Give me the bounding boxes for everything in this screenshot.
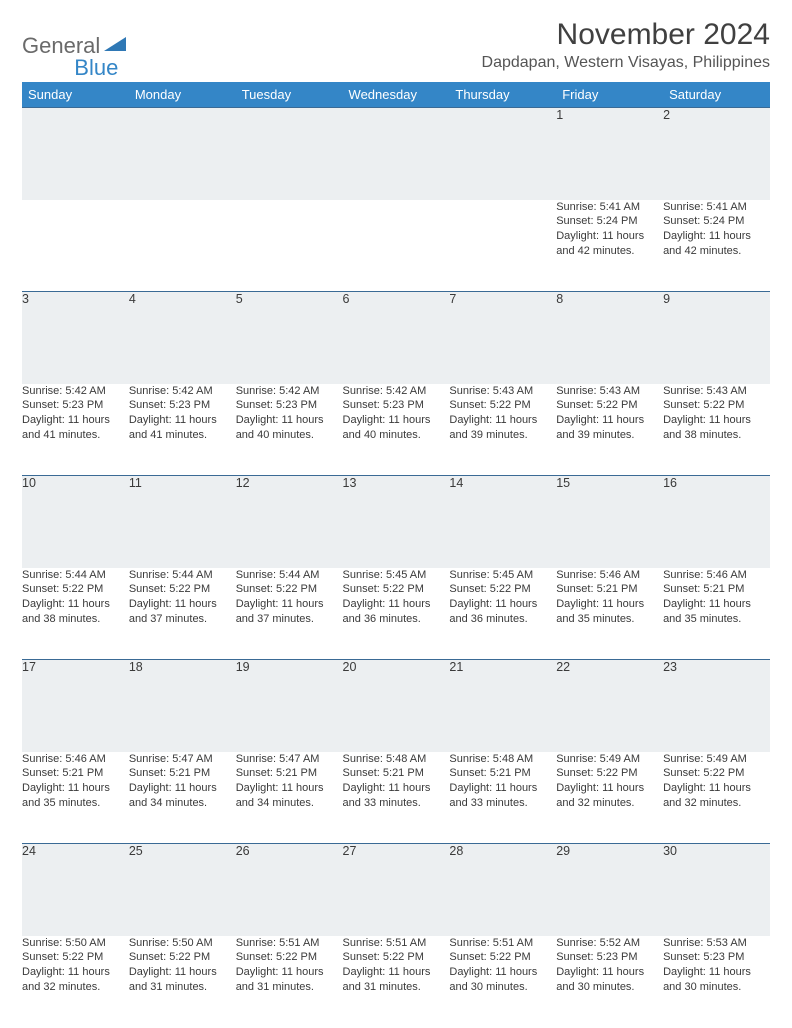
day-detail: Sunrise: 5:51 AMSunset: 5:22 PMDaylight:… — [236, 936, 343, 1028]
day-number — [129, 108, 236, 200]
day-detail: Sunrise: 5:53 AMSunset: 5:23 PMDaylight:… — [663, 936, 770, 1028]
header: General Blue November 2024 Dapdapan, Wes… — [22, 18, 770, 72]
day-number: 17 — [22, 660, 129, 752]
day-number: 16 — [663, 476, 770, 568]
day-detail: Sunrise: 5:43 AMSunset: 5:22 PMDaylight:… — [663, 384, 770, 476]
day-detail: Sunrise: 5:46 AMSunset: 5:21 PMDaylight:… — [22, 752, 129, 844]
day-detail: Sunrise: 5:50 AMSunset: 5:22 PMDaylight:… — [129, 936, 236, 1028]
day-number: 29 — [556, 844, 663, 936]
day-detail: Sunrise: 5:51 AMSunset: 5:22 PMDaylight:… — [449, 936, 556, 1028]
day-number: 24 — [22, 844, 129, 936]
day-detail: Sunrise: 5:42 AMSunset: 5:23 PMDaylight:… — [343, 384, 450, 476]
day-detail: Sunrise: 5:42 AMSunset: 5:23 PMDaylight:… — [22, 384, 129, 476]
day-number: 23 — [663, 660, 770, 752]
day-number: 28 — [449, 844, 556, 936]
day-detail: Sunrise: 5:41 AMSunset: 5:24 PMDaylight:… — [556, 200, 663, 292]
title-block: November 2024 Dapdapan, Western Visayas,… — [482, 18, 770, 72]
day-number: 12 — [236, 476, 343, 568]
location: Dapdapan, Western Visayas, Philippines — [482, 54, 770, 72]
day-detail: Sunrise: 5:45 AMSunset: 5:22 PMDaylight:… — [343, 568, 450, 660]
day-detail: Sunrise: 5:42 AMSunset: 5:23 PMDaylight:… — [236, 384, 343, 476]
day-number: 22 — [556, 660, 663, 752]
day-number: 14 — [449, 476, 556, 568]
day-number: 13 — [343, 476, 450, 568]
calendar-table: SundayMondayTuesdayWednesdayThursdayFrid… — [22, 82, 770, 1028]
day-detail: Sunrise: 5:43 AMSunset: 5:22 PMDaylight:… — [449, 384, 556, 476]
day-number: 8 — [556, 292, 663, 384]
day-number: 25 — [129, 844, 236, 936]
day-detail — [129, 200, 236, 292]
day-detail: Sunrise: 5:49 AMSunset: 5:22 PMDaylight:… — [663, 752, 770, 844]
day-number: 2 — [663, 108, 770, 200]
day-number: 15 — [556, 476, 663, 568]
day-header: Friday — [556, 82, 663, 108]
day-detail: Sunrise: 5:48 AMSunset: 5:21 PMDaylight:… — [343, 752, 450, 844]
day-number: 7 — [449, 292, 556, 384]
day-detail-row: Sunrise: 5:46 AMSunset: 5:21 PMDaylight:… — [22, 752, 770, 844]
day-detail: Sunrise: 5:51 AMSunset: 5:22 PMDaylight:… — [343, 936, 450, 1028]
day-header: Saturday — [663, 82, 770, 108]
day-detail: Sunrise: 5:44 AMSunset: 5:22 PMDaylight:… — [22, 568, 129, 660]
day-detail: Sunrise: 5:49 AMSunset: 5:22 PMDaylight:… — [556, 752, 663, 844]
day-detail-row: Sunrise: 5:41 AMSunset: 5:24 PMDaylight:… — [22, 200, 770, 292]
day-number: 3 — [22, 292, 129, 384]
brand-part2: Blue — [74, 55, 118, 81]
day-number: 27 — [343, 844, 450, 936]
day-detail — [236, 200, 343, 292]
day-number — [236, 108, 343, 200]
day-detail: Sunrise: 5:44 AMSunset: 5:22 PMDaylight:… — [236, 568, 343, 660]
day-number-row: 17181920212223 — [22, 660, 770, 752]
day-number: 6 — [343, 292, 450, 384]
day-detail: Sunrise: 5:48 AMSunset: 5:21 PMDaylight:… — [449, 752, 556, 844]
day-number: 11 — [129, 476, 236, 568]
day-header: Wednesday — [343, 82, 450, 108]
day-detail: Sunrise: 5:42 AMSunset: 5:23 PMDaylight:… — [129, 384, 236, 476]
day-detail: Sunrise: 5:50 AMSunset: 5:22 PMDaylight:… — [22, 936, 129, 1028]
day-number: 18 — [129, 660, 236, 752]
day-number: 5 — [236, 292, 343, 384]
day-number: 10 — [22, 476, 129, 568]
day-number-row: 12 — [22, 108, 770, 200]
day-detail: Sunrise: 5:46 AMSunset: 5:21 PMDaylight:… — [556, 568, 663, 660]
day-number — [22, 108, 129, 200]
day-number: 19 — [236, 660, 343, 752]
day-number: 9 — [663, 292, 770, 384]
day-detail: Sunrise: 5:45 AMSunset: 5:22 PMDaylight:… — [449, 568, 556, 660]
day-detail-row: Sunrise: 5:50 AMSunset: 5:22 PMDaylight:… — [22, 936, 770, 1028]
day-number-row: 24252627282930 — [22, 844, 770, 936]
day-number — [449, 108, 556, 200]
day-detail-row: Sunrise: 5:42 AMSunset: 5:23 PMDaylight:… — [22, 384, 770, 476]
day-detail: Sunrise: 5:44 AMSunset: 5:22 PMDaylight:… — [129, 568, 236, 660]
day-number: 21 — [449, 660, 556, 752]
day-detail — [22, 200, 129, 292]
day-header-row: SundayMondayTuesdayWednesdayThursdayFrid… — [22, 82, 770, 108]
day-detail — [343, 200, 450, 292]
calendar-body: 12 Sunrise: 5:41 AMSunset: 5:24 PMDaylig… — [22, 108, 770, 1028]
day-detail: Sunrise: 5:46 AMSunset: 5:21 PMDaylight:… — [663, 568, 770, 660]
day-number — [343, 108, 450, 200]
day-header: Tuesday — [236, 82, 343, 108]
day-detail — [449, 200, 556, 292]
day-detail: Sunrise: 5:43 AMSunset: 5:22 PMDaylight:… — [556, 384, 663, 476]
day-header: Thursday — [449, 82, 556, 108]
day-number: 1 — [556, 108, 663, 200]
day-number-row: 3456789 — [22, 292, 770, 384]
day-number-row: 10111213141516 — [22, 476, 770, 568]
day-detail: Sunrise: 5:47 AMSunset: 5:21 PMDaylight:… — [129, 752, 236, 844]
day-detail: Sunrise: 5:41 AMSunset: 5:24 PMDaylight:… — [663, 200, 770, 292]
page-title: November 2024 — [482, 18, 770, 52]
day-detail-row: Sunrise: 5:44 AMSunset: 5:22 PMDaylight:… — [22, 568, 770, 660]
day-number: 4 — [129, 292, 236, 384]
day-number: 20 — [343, 660, 450, 752]
day-header: Sunday — [22, 82, 129, 108]
day-detail: Sunrise: 5:47 AMSunset: 5:21 PMDaylight:… — [236, 752, 343, 844]
day-header: Monday — [129, 82, 236, 108]
day-detail: Sunrise: 5:52 AMSunset: 5:23 PMDaylight:… — [556, 936, 663, 1028]
brand-logo: General Blue — [22, 18, 118, 70]
day-number: 26 — [236, 844, 343, 936]
day-number: 30 — [663, 844, 770, 936]
